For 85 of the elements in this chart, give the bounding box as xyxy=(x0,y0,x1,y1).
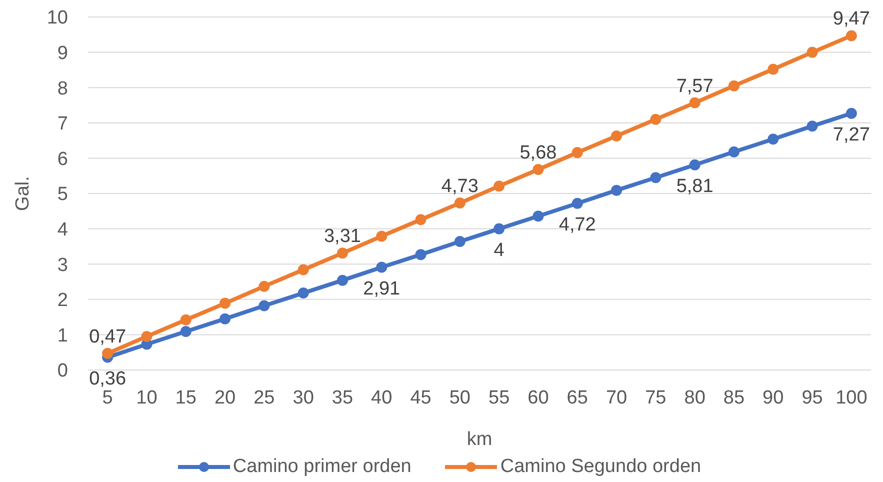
data-label: 0,36 xyxy=(89,368,126,390)
point xyxy=(572,198,583,209)
point xyxy=(220,298,231,309)
data-label: 2,91 xyxy=(363,278,400,300)
point xyxy=(258,300,270,312)
x-tick-label: 25 xyxy=(254,387,275,408)
data-label: 0,47 xyxy=(89,326,126,348)
y-axis-title: Gal. xyxy=(12,176,34,211)
point xyxy=(689,159,700,170)
y-tick-label: 3 xyxy=(57,254,68,276)
point xyxy=(650,172,662,184)
x-tick-label: 95 xyxy=(802,387,823,408)
point xyxy=(768,64,779,75)
x-tick-label: 35 xyxy=(332,387,354,408)
y-tick-label: 2 xyxy=(57,290,68,312)
y-tick-label: 5 xyxy=(57,184,68,206)
x-tick-label: 90 xyxy=(762,387,784,408)
y-tick-label: 8 xyxy=(57,78,68,100)
x-tick-label: 70 xyxy=(606,387,628,408)
point xyxy=(806,46,818,58)
y-tick-label: 10 xyxy=(46,8,68,29)
point xyxy=(180,326,192,338)
point xyxy=(611,184,622,196)
legend-label: Camino primer orden xyxy=(232,456,412,478)
x-tick-label: 5 xyxy=(102,387,113,408)
point xyxy=(572,147,583,158)
point xyxy=(611,130,622,142)
data-label: 7,27 xyxy=(832,124,870,146)
y-tick-label: 6 xyxy=(57,148,68,170)
point xyxy=(532,164,544,175)
x-tick-label: 60 xyxy=(528,387,549,408)
point xyxy=(768,134,779,145)
x-tick-label: 100 xyxy=(836,387,868,408)
point xyxy=(454,198,466,209)
x-tick-label: 45 xyxy=(410,387,432,408)
point xyxy=(728,146,740,158)
point xyxy=(298,288,309,299)
point xyxy=(846,108,857,119)
point xyxy=(689,97,700,108)
point xyxy=(336,274,348,286)
x-tick-label: 40 xyxy=(371,387,392,408)
point xyxy=(102,348,114,359)
point xyxy=(415,249,426,260)
y-tick-label: 7 xyxy=(57,114,68,135)
x-tick-label: 55 xyxy=(488,387,510,408)
point xyxy=(650,114,662,125)
data-label: 5,68 xyxy=(520,142,557,164)
x-tick-label: 75 xyxy=(645,387,666,408)
point xyxy=(728,80,740,92)
x-tick-label: 50 xyxy=(449,387,470,408)
y-tick-label: 1 xyxy=(57,325,68,346)
point xyxy=(454,236,466,248)
point xyxy=(415,214,426,226)
data-label: 3,31 xyxy=(324,226,361,248)
point xyxy=(494,180,505,192)
data-label: 7,57 xyxy=(676,76,714,97)
point xyxy=(806,120,818,132)
point xyxy=(220,313,231,324)
x-tick-label: 85 xyxy=(723,387,745,408)
point xyxy=(532,210,544,222)
point xyxy=(494,223,505,234)
y-tick-label: 9 xyxy=(57,43,68,64)
point xyxy=(258,280,270,292)
data-label: 5,81 xyxy=(676,176,714,197)
point xyxy=(298,264,309,276)
x-tick-label: 15 xyxy=(175,387,196,408)
point xyxy=(336,248,348,259)
x-tick-label: 80 xyxy=(684,387,706,408)
x-tick-label: 20 xyxy=(214,387,236,408)
data-label: 4,72 xyxy=(558,214,596,236)
legend-label: Camino Segundo orden xyxy=(500,456,702,478)
point xyxy=(141,330,152,342)
x-tick-label: 10 xyxy=(136,387,158,408)
y-tick-label: 4 xyxy=(57,220,68,241)
point xyxy=(376,262,388,273)
data-label: 9,47 xyxy=(832,8,870,30)
data-label: 4,73 xyxy=(441,176,478,198)
point xyxy=(180,314,192,326)
x-tick-label: 30 xyxy=(292,387,314,408)
x-axis-title: km xyxy=(466,429,492,450)
x-tick-label: 65 xyxy=(566,387,588,408)
point xyxy=(376,230,388,242)
data-label: 4 xyxy=(494,240,505,261)
y-tick-label: 0 xyxy=(57,360,68,382)
point xyxy=(846,30,857,42)
